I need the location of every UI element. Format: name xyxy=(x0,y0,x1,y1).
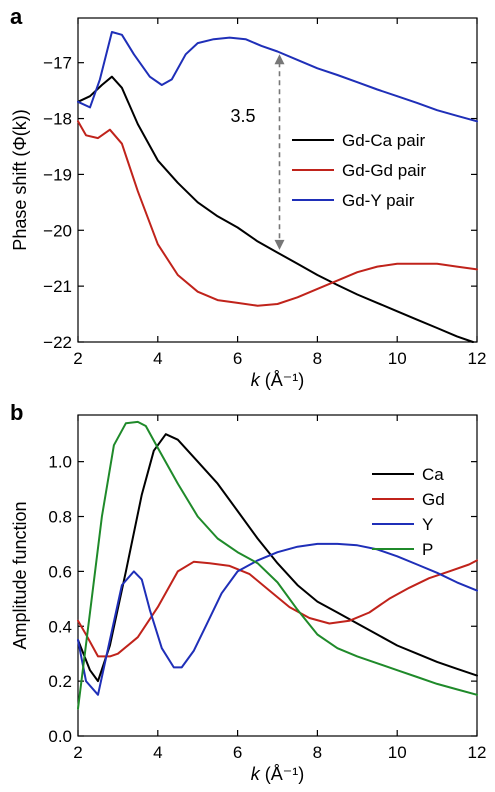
series-line-p xyxy=(77,420,478,710)
series-line-gd-ca-pair xyxy=(77,75,474,343)
y-tick-label: 0.4 xyxy=(48,617,72,636)
y-tick-label: 1.0 xyxy=(48,453,72,472)
x-tick-label: 12 xyxy=(468,743,487,762)
y-tick-label: −20 xyxy=(43,221,72,240)
y-tick-label: −18 xyxy=(43,110,72,129)
x-axis-label: k (Å⁻¹) xyxy=(251,370,305,390)
legend: Ca Gd YP xyxy=(372,465,445,559)
y-tick-label: −22 xyxy=(43,333,72,352)
plot-frame xyxy=(77,414,478,737)
series-line-gd xyxy=(77,559,478,658)
legend-label: Y xyxy=(422,515,433,534)
y-tick-label: 0.0 xyxy=(48,727,72,746)
x-tick-label: 4 xyxy=(153,349,162,368)
x-tick-label: 8 xyxy=(313,743,322,762)
annotation-label: 3.5 xyxy=(230,106,255,126)
x-tick-label: 6 xyxy=(233,349,242,368)
y-tick-label: −19 xyxy=(43,165,72,184)
legend-label: Gd-Ca pair xyxy=(342,131,425,150)
panel-b: b 2 4 6 8 10 12 0.0 0.2 0.4 0.6 0.8 1.0 k (Å⁻¹) Amplit… xyxy=(10,400,486,784)
series-line-ca xyxy=(77,433,478,683)
series-line-gd-gd-pair xyxy=(77,120,478,307)
panel-label-b: b xyxy=(10,400,23,425)
y-tick-label: 0.2 xyxy=(48,672,72,691)
panel-label-a: a xyxy=(10,4,23,29)
x-tick-label: 2 xyxy=(73,349,82,368)
x-tick-label: 12 xyxy=(468,349,487,368)
legend: Gd-Ca pair Gd-Gd pair Gd-Y pair xyxy=(292,131,426,210)
difference-arrow: 3.5 xyxy=(230,54,285,250)
x-tick-label: 6 xyxy=(233,743,242,762)
legend-label: P xyxy=(422,540,433,559)
x-tick-label: 10 xyxy=(388,349,407,368)
legend-label: Gd xyxy=(422,490,445,509)
y-tick-label: 0.6 xyxy=(48,562,72,581)
x-tick-label: 2 xyxy=(73,743,82,762)
series-line-y xyxy=(77,542,478,696)
panel-a: a 2 4 6 8 10 12 −17 −18 −19 −20 −21 −22 k (Å⁻¹) Phase … xyxy=(10,4,486,390)
arrow-head-up xyxy=(274,54,285,65)
series-line-gd-y-pair xyxy=(77,31,478,123)
y-tick-label: −21 xyxy=(43,277,72,296)
x-tick-label: 10 xyxy=(388,743,407,762)
y-tick-label: 0.8 xyxy=(48,508,72,527)
y-axis-label: Amplitude function xyxy=(10,501,30,649)
arrow-head-down xyxy=(274,239,285,250)
x-tick-label: 4 xyxy=(153,743,162,762)
x-tick-label: 8 xyxy=(313,349,322,368)
legend-label: Gd-Gd pair xyxy=(342,161,426,180)
y-axis-label: Phase shift (Φ(k)) xyxy=(10,109,30,250)
x-axis-label: k (Å⁻¹) xyxy=(251,764,305,784)
legend-label: Gd-Y pair xyxy=(342,191,415,210)
plot-frame xyxy=(77,17,478,343)
legend-label: Ca xyxy=(422,465,444,484)
y-tick-label: −17 xyxy=(43,54,72,73)
